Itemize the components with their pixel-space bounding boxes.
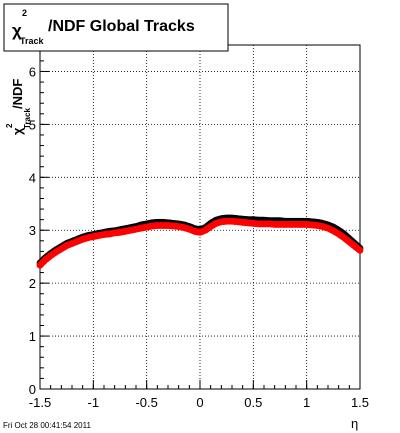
y-axis-label-text: /NDF [10,79,25,109]
x-tick-label: 0 [196,395,203,410]
x-tick-label: 1.5 [351,395,369,410]
y-tick-label: 0 [29,382,36,397]
title-symbol: χ [12,21,22,40]
y-tick-label: 4 [29,170,36,185]
title-sup: 2 [22,8,27,18]
axis-ticks [39,49,361,390]
y-tick-label: 5 [29,117,36,132]
footer-timestamp: Fri Oct 28 00:41:54 2011 [3,421,91,430]
series-1 [36,217,364,269]
y-tick-label: 6 [29,64,36,79]
x-tick-label: 0.5 [244,395,262,410]
x-axis-label: η [351,416,358,431]
x-tick-label: -1.5 [29,395,51,410]
grid-lines [40,45,360,389]
x-tick-labels: -1.5 -1 -0.5 0 0.5 1 1.5 [29,395,369,410]
y-tick-label: 2 [29,276,36,291]
title-frame [3,3,229,52]
title-sub: Track [20,36,45,46]
y-tick-labels: 0 1 2 3 4 5 6 [29,64,36,397]
data-point [356,246,364,254]
x-tick-label: 1 [303,395,310,410]
x-tick-label: -0.5 [135,395,157,410]
x-tick-label: -1 [88,395,100,410]
chart-title: /NDF Global Tracks [48,18,195,35]
y-axis-label: χ 2 Track /NDF [5,79,32,135]
y-axis-symbol: χ [10,127,25,135]
y-tick-label: 1 [29,329,36,344]
data-series [36,214,364,269]
y-axis-sub: Track [23,108,32,129]
y-axis-sup: 2 [5,123,14,128]
y-tick-label: 3 [29,223,36,238]
title-box: χ 2 Track /NDF Global Tracks [3,3,229,52]
